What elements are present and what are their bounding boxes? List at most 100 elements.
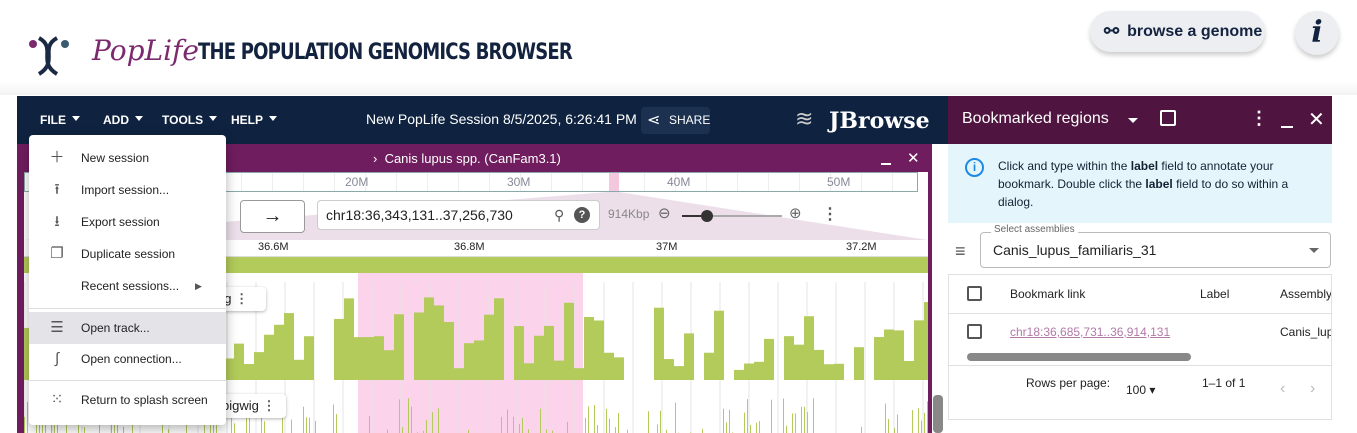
open-external-icon[interactable] — [1160, 110, 1176, 126]
menu-item-export-session[interactable]: ⭳ Export session — [29, 206, 226, 238]
bigwig-bar — [627, 429, 628, 433]
caret-down-icon[interactable] — [1128, 118, 1138, 128]
more-vert-icon[interactable]: ⋮ — [1250, 108, 1268, 128]
bigwig-bar — [912, 410, 913, 433]
zoom-out-icon[interactable]: ⊖ — [658, 205, 671, 222]
bigwig-bar — [303, 406, 304, 433]
brand-name: PopLife — [92, 34, 199, 67]
bigwig-bar — [336, 414, 337, 433]
menu-item-recent-sessions[interactable]: Recent sessions... ▶ — [29, 270, 226, 302]
menu-item-duplicate-session[interactable]: ❐ Duplicate session — [29, 238, 226, 270]
minimize-view-icon[interactable] — [881, 163, 891, 165]
assembly-select[interactable]: Canis_lupus_familiaris_31 Select assembl… — [980, 224, 1331, 268]
bigwig-bar — [282, 406, 283, 433]
menu-item-label: Duplicate session — [81, 247, 176, 261]
search-icon[interactable]: ⚲ — [554, 207, 565, 223]
browse-genome-button[interactable]: ⚯ browse a genome — [1090, 11, 1265, 52]
bigwig-bar — [27, 401, 28, 433]
bigwig-bar — [795, 413, 796, 433]
next-page-icon[interactable]: › — [1310, 380, 1316, 397]
network-icon: ⚯ — [1104, 21, 1120, 41]
zoom-slider[interactable] — [682, 210, 782, 222]
menu-item-label: New session — [81, 151, 150, 165]
wig-bar — [734, 369, 744, 380]
wig-bar — [384, 350, 394, 380]
bigwig-bar — [540, 408, 541, 433]
menu-item-label: Open connection... — [81, 352, 182, 366]
ruler[interactable]: 36.6M 36.8M 37M 37.2M — [24, 240, 928, 257]
info-text: field to annotate your bookmark. Double … — [998, 159, 1274, 191]
bigwig-bar — [729, 409, 730, 433]
bigwig-bar — [609, 418, 610, 433]
location-input[interactable]: chr18:36,343,131..37,256,730 ⚲ ? — [317, 200, 600, 230]
bigwig-bar — [660, 410, 661, 433]
info-icon: i — [965, 158, 984, 177]
bookmark-link[interactable]: chr18:36,685,731..36,914,131 — [1010, 325, 1171, 339]
rows-per-page-select[interactable]: 100 ▾ — [1126, 383, 1156, 397]
vertical-scrollbar[interactable] — [933, 395, 943, 433]
wig-bar — [714, 310, 724, 380]
share-button[interactable]: ⋖ SHARE — [641, 107, 710, 134]
wig-bar — [824, 364, 834, 380]
column-header[interactable]: Assembly — [1280, 287, 1332, 301]
bigwig-bar — [771, 399, 772, 433]
menu-help[interactable]: HELP — [231, 96, 277, 144]
site-title: THE POPULATION GENOMICS BROWSER — [198, 40, 573, 65]
overview-scale[interactable]: 20M 30M 40M 50M — [24, 172, 918, 192]
prev-page-icon[interactable]: ‹ — [1280, 380, 1286, 397]
menu-item-import-session[interactable]: ⭱ Import session... — [29, 174, 226, 206]
bigwig-bar — [861, 426, 862, 433]
menu-add[interactable]: ADD — [103, 96, 143, 144]
bookmarks-title[interactable]: Bookmarked regions — [962, 110, 1109, 127]
menu-tools[interactable]: TOOLS — [162, 96, 217, 144]
wig-bar — [924, 302, 928, 380]
bigwig-bar — [438, 408, 439, 433]
bigwig-bar — [402, 427, 403, 433]
bigwig-bar — [807, 412, 808, 433]
bigwig-bar — [606, 408, 607, 433]
minimize-icon[interactable] — [1281, 126, 1293, 128]
row-checkbox[interactable] — [967, 324, 982, 339]
zoom-in-icon[interactable]: ⊕ — [789, 205, 802, 222]
gene-track-bar — [24, 257, 928, 273]
wig-bar — [834, 363, 844, 380]
close-view-icon[interactable]: ✕ — [907, 150, 920, 167]
wig-bar — [594, 320, 604, 380]
menu-item-new-session[interactable]: ＋ New session — [29, 142, 226, 174]
menu-item-label: Open track... — [81, 321, 150, 335]
menu-item-open-connection[interactable]: ∫ Open connection... — [29, 343, 226, 375]
wig-bar — [544, 325, 554, 380]
bigwig-bar — [309, 417, 310, 433]
info-button[interactable]: i — [1295, 11, 1339, 55]
select-all-checkbox[interactable] — [967, 286, 982, 301]
bigwig-bar — [24, 416, 25, 433]
view-title[interactable]: › Canis lupus spp. (CanFam3.1) — [373, 151, 561, 166]
wig-bar — [794, 344, 804, 380]
wig-bar — [254, 352, 264, 380]
connection-icon: ∫ — [54, 350, 60, 367]
help-icon[interactable]: ? — [574, 207, 590, 223]
view-menu-icon[interactable]: ⋮ — [822, 206, 838, 223]
share-label: SHARE — [669, 113, 711, 127]
column-header[interactable]: Bookmark link — [1010, 287, 1086, 301]
bookmark-info-alert: i Click and type within the label field … — [948, 144, 1332, 223]
divider — [949, 365, 1331, 366]
menu-file[interactable]: FILE — [40, 96, 80, 144]
wig-bar — [894, 330, 904, 380]
go-button[interactable]: → — [240, 200, 305, 233]
menu-item-open-track[interactable]: ☰ Open track... — [29, 312, 226, 344]
column-header[interactable]: Label — [1200, 287, 1230, 301]
session-title[interactable]: New PopLife Session 8/5/2025, 6:26:41 PM — [366, 111, 637, 127]
wig-bar — [364, 337, 374, 380]
wig-bar — [814, 349, 824, 380]
bigwig-bar — [747, 399, 748, 433]
menu-item-return-splash[interactable]: ⁙ Return to splash screen — [29, 384, 226, 416]
bigwig-bar — [45, 417, 46, 433]
close-icon[interactable]: ✕ — [1308, 109, 1325, 131]
bigwig-bar — [648, 411, 649, 433]
hamburger-icon[interactable]: ≡ — [955, 241, 966, 261]
horizontal-scrollbar[interactable] — [967, 353, 1191, 361]
bigwig-bar — [468, 429, 469, 433]
share-icon: ⋖ — [647, 112, 661, 129]
bigwig-bar — [162, 417, 163, 433]
